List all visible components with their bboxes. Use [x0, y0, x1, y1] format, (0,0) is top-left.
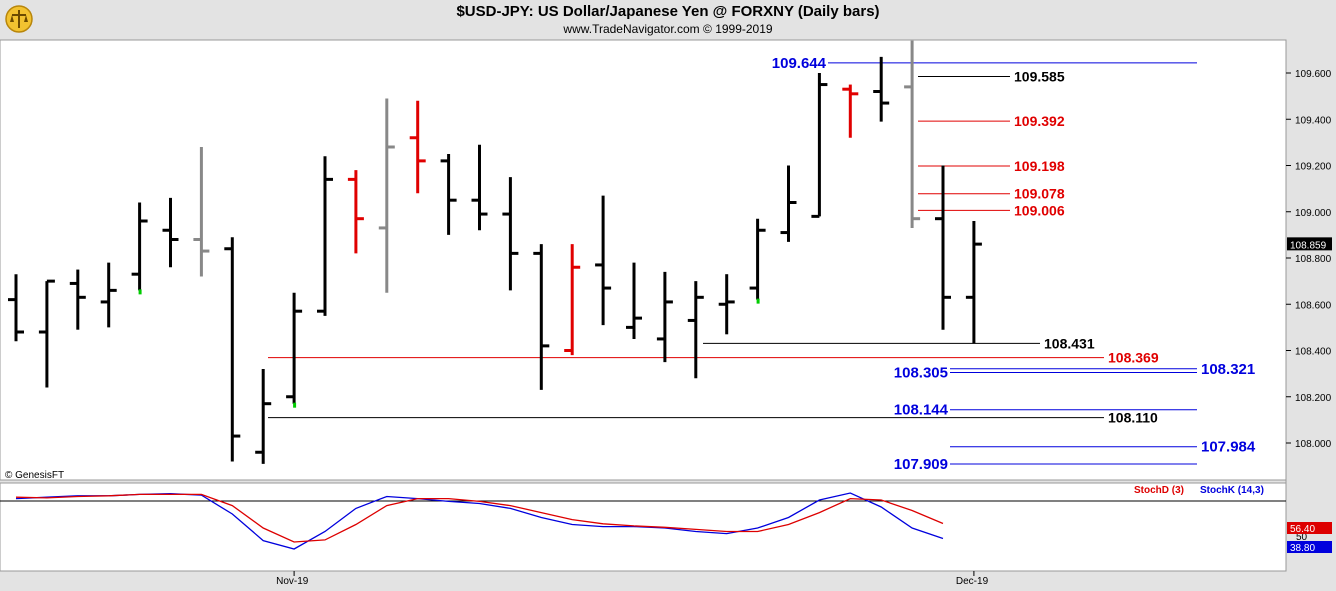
y-tick-label: 109.600	[1295, 69, 1332, 80]
level-label: 107.909	[894, 456, 948, 473]
stoch-d-line	[15, 493, 944, 543]
y-tick-label: 108.000	[1295, 439, 1332, 450]
stoch-d-value-box	[1287, 522, 1332, 534]
y-tick-label: 108.200	[1295, 393, 1332, 404]
level-lines: 109.644 109.585 109.392 109.198 109.078109.0…	[268, 55, 1256, 473]
level-label: 109.078	[1014, 186, 1065, 202]
chart-title: $USD-JPY: US Dollar/Japanese Yen @ FORXN…	[456, 3, 880, 20]
legend-stoch-k: StochK (14,3)	[1200, 485, 1264, 496]
level-label: 108.321	[1201, 361, 1255, 378]
level-label: 108.144	[894, 402, 949, 419]
y-axis: 109.600 109.400 109.200 109.000 108.800 108.6…	[1286, 69, 1332, 450]
y-tick-label: 109.400	[1295, 115, 1332, 126]
last-price-box	[1287, 237, 1332, 251]
stoch-mid-label: 50	[1296, 532, 1308, 543]
level-label: 109.198	[1014, 158, 1065, 174]
last-price-label: 108.859	[1290, 240, 1327, 251]
y-tick-label: 109.200	[1295, 162, 1332, 173]
level-label: 109.392	[1014, 113, 1065, 129]
x-tick-label: Dec-19	[956, 576, 989, 587]
stoch-k-value-box	[1287, 541, 1332, 553]
x-tick-label: Nov-19	[276, 576, 309, 587]
y-tick-label: 109.000	[1295, 208, 1332, 219]
level-label: 108.305	[894, 364, 948, 381]
ohlc-bars	[8, 40, 982, 464]
y-tick-label: 108.800	[1295, 254, 1332, 265]
level-label: 109.585	[1014, 68, 1065, 84]
level-label: 107.984	[1201, 439, 1256, 456]
level-label: 109.644	[772, 55, 827, 72]
level-label: 108.369	[1108, 350, 1159, 366]
level-label: 108.431	[1044, 335, 1095, 351]
signal-dot	[293, 402, 297, 408]
chart-subtitle: www.TradeNavigator.com © 1999-2019	[563, 22, 773, 36]
signal-dot	[756, 298, 760, 304]
level-label: 108.110	[1108, 410, 1158, 426]
stoch-d-value: 56.40	[1290, 524, 1315, 535]
copyright-label: © GenesisFT	[5, 470, 64, 481]
signal-dot	[138, 289, 142, 295]
y-tick-label: 108.400	[1295, 347, 1332, 358]
stoch-k-value: 38.80	[1290, 543, 1315, 554]
legend-stoch-d: StochD (3)	[1134, 485, 1184, 496]
trade-navigator-logo-icon	[5, 5, 33, 33]
price-panel	[0, 39, 1287, 481]
x-axis: Nov-19 Dec-19	[276, 571, 989, 587]
level-label: 109.006	[1014, 202, 1065, 218]
y-tick-label: 108.600	[1295, 300, 1332, 311]
stoch-k-line	[15, 492, 944, 550]
